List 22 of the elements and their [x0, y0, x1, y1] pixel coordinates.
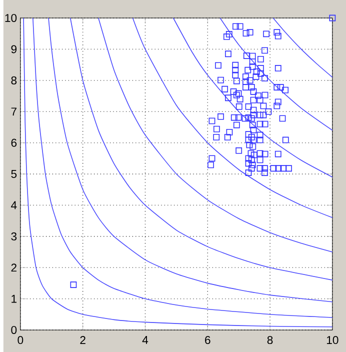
y-tick-label: 4 — [10, 201, 17, 210]
x-tick-label: 2 — [80, 336, 86, 344]
y-tick-label: 0 — [10, 326, 16, 334]
line-series — [272, 18, 333, 78]
line-series — [98, 18, 333, 252]
line-series — [220, 18, 333, 131]
y-tick-label: 5 — [11, 170, 16, 178]
y-tick-label: 8 — [11, 76, 16, 84]
y-tick-label: 3 — [10, 232, 16, 240]
y-tick-label: 6 — [11, 138, 16, 147]
x-tick-label: 4 — [142, 336, 148, 344]
y-tick-label: 9 — [11, 45, 16, 54]
line-series — [172, 18, 333, 178]
line-series — [132, 18, 333, 218]
x-tick-label: 6 — [204, 336, 210, 344]
x-tick-label: 10 — [326, 336, 338, 344]
y-tick-label: 1 — [11, 294, 16, 303]
x-tick-label: 0 — [18, 336, 23, 344]
y-tick-label: 10 — [5, 14, 16, 22]
x-tick-label: 8 — [267, 336, 272, 344]
y-tick-label: 2 — [11, 264, 16, 272]
y-tick-label: 7 — [11, 108, 16, 116]
